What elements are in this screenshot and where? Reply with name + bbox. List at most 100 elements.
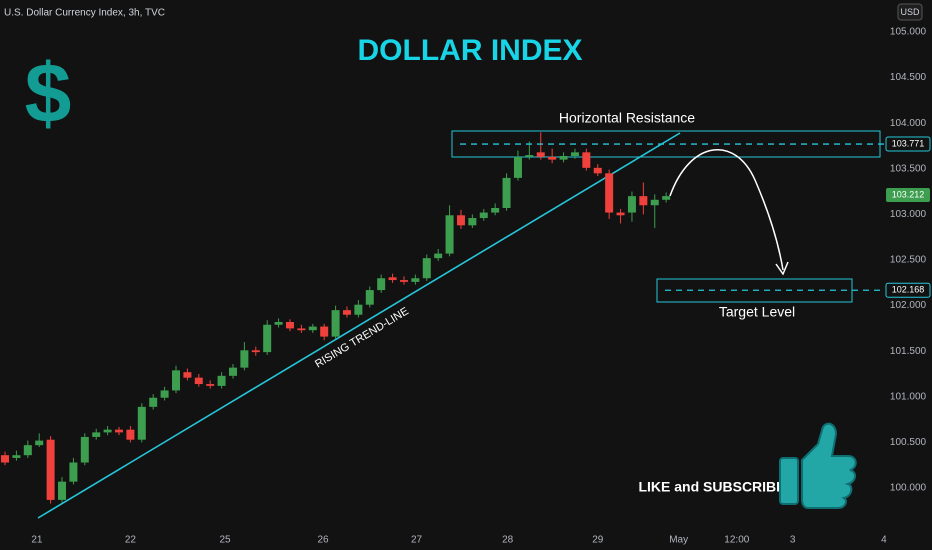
candle-body xyxy=(434,253,443,259)
candle-body xyxy=(377,278,386,291)
candle-body xyxy=(627,196,636,213)
y-tick-label: 100.000 xyxy=(890,483,927,494)
candle-body xyxy=(274,322,283,325)
price-tag xyxy=(885,136,931,152)
x-tick-label: 26 xyxy=(317,535,329,546)
candle-body xyxy=(285,322,294,329)
currency-box[interactable] xyxy=(897,3,923,21)
y-tick-label: 104.500 xyxy=(890,72,927,83)
candle-body xyxy=(525,155,534,157)
currency-label[interactable]: USD xyxy=(900,7,920,17)
candle-body xyxy=(228,367,237,376)
candle-body xyxy=(354,304,363,315)
y-tick-label: 100.500 xyxy=(890,437,927,448)
x-tick-label: 21 xyxy=(31,535,43,546)
candle-body xyxy=(342,310,351,315)
candle-body xyxy=(251,350,260,353)
price-tag xyxy=(885,282,931,298)
x-tick-label: 25 xyxy=(219,535,231,546)
cta-label: LIKE and SUBSCRIBE xyxy=(638,479,785,495)
chart-header: U.S. Dollar Currency Index, 3h, TVC xyxy=(4,8,165,19)
candle-body xyxy=(35,440,44,446)
candle-body xyxy=(46,439,55,500)
chart-title: DOLLAR INDEX xyxy=(358,34,583,67)
candle-body xyxy=(297,328,306,331)
candle-body xyxy=(320,326,329,337)
candle-body xyxy=(399,280,408,282)
candle-body xyxy=(502,177,511,208)
y-tick-label: 102.500 xyxy=(890,255,927,266)
candle-body xyxy=(331,310,340,337)
candle-body xyxy=(206,384,215,386)
candle-body xyxy=(570,152,579,156)
candle-body xyxy=(388,277,397,281)
y-tick-label: 103.500 xyxy=(890,163,927,174)
y-tick-label: 102.000 xyxy=(890,300,927,311)
candle-body xyxy=(662,196,671,200)
x-tick-label: 27 xyxy=(411,535,423,546)
y-tick-label: 105.000 xyxy=(890,27,927,38)
candle-body xyxy=(456,215,465,226)
candle-body xyxy=(23,445,32,456)
candle-body xyxy=(479,212,488,219)
candle-body xyxy=(160,390,169,398)
candle-body xyxy=(445,215,454,254)
candle-body xyxy=(171,370,180,391)
y-tick-label: 101.000 xyxy=(890,391,927,402)
candle-body xyxy=(605,173,614,213)
resistance-label: Horizontal Resistance xyxy=(559,110,695,126)
candle-body xyxy=(80,436,89,463)
candle-body xyxy=(536,152,545,157)
candle-body xyxy=(422,258,431,279)
price-tag-label: 103.771 xyxy=(892,138,925,148)
candle-body xyxy=(411,278,420,282)
x-tick-label: May xyxy=(669,535,688,546)
candle-body xyxy=(103,429,112,433)
candle-body xyxy=(126,429,135,440)
target-label: Target Level xyxy=(719,304,795,320)
candle-body xyxy=(650,199,659,206)
candle-body xyxy=(468,218,477,226)
candle-body xyxy=(263,324,272,353)
thumbs-up-icon xyxy=(779,422,857,509)
x-tick-label: 12:00 xyxy=(724,535,749,546)
candle-body xyxy=(616,212,625,216)
candle-body xyxy=(582,152,591,168)
last-price-label: 103.212 xyxy=(892,189,925,199)
candle-body xyxy=(639,196,648,206)
candle-body xyxy=(593,167,602,174)
y-tick-label: 103.000 xyxy=(890,209,927,220)
candle-body xyxy=(513,156,522,178)
candle-body xyxy=(69,462,78,482)
candle-body xyxy=(240,350,249,368)
candle-body xyxy=(559,155,568,160)
y-tick-label: 104.000 xyxy=(890,118,927,129)
candle-body xyxy=(149,397,158,407)
candle-body xyxy=(12,455,21,458)
forecast-arrow xyxy=(669,148,784,271)
last-price-tag xyxy=(886,188,930,203)
arrow-head xyxy=(775,261,789,276)
x-tick-label: 22 xyxy=(125,535,137,546)
x-tick-label: 29 xyxy=(592,535,604,546)
candle-body xyxy=(308,326,317,331)
x-tick-label: 28 xyxy=(502,535,514,546)
candle-body xyxy=(115,429,124,433)
trend-line xyxy=(37,132,681,519)
x-tick-label: 3 xyxy=(790,535,796,546)
candle-body xyxy=(365,290,374,305)
price-tag-label: 102.168 xyxy=(892,285,925,295)
candle-body xyxy=(548,156,557,160)
candle-body xyxy=(137,406,146,440)
candle-body xyxy=(1,455,10,463)
dollar-symbol: $ xyxy=(25,46,72,140)
candle-body xyxy=(217,375,226,386)
candle-body xyxy=(194,377,203,385)
candle-body xyxy=(92,432,101,437)
candle-body xyxy=(491,207,500,213)
candle-body xyxy=(183,372,192,378)
candle-body xyxy=(58,481,67,500)
x-tick-label: 4 xyxy=(881,535,887,546)
